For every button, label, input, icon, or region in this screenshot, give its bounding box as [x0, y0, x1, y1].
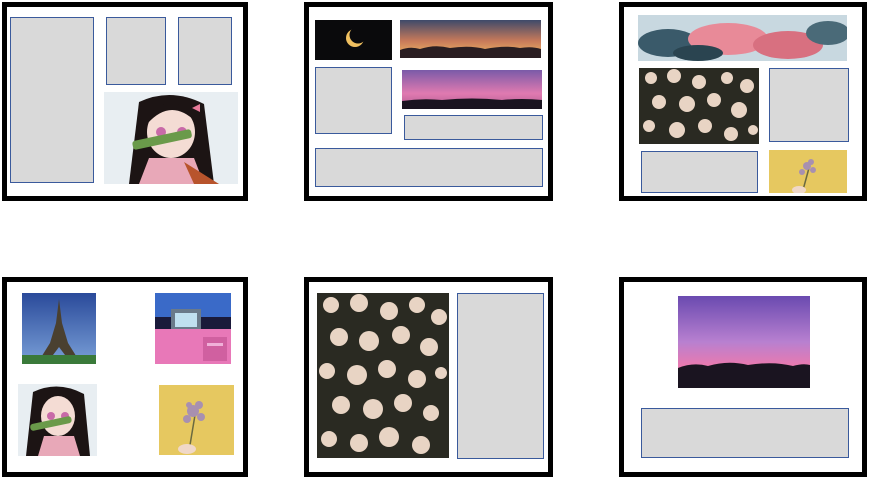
white-roses-image[interactable] [639, 68, 759, 144]
anime-girl-image[interactable] [104, 92, 238, 184]
empty-slot[interactable] [315, 67, 392, 134]
layout-5[interactable] [304, 277, 553, 477]
layout-2[interactable] [304, 2, 553, 201]
empty-slot[interactable] [10, 17, 94, 183]
empty-slot[interactable] [404, 115, 543, 140]
white-roses-image[interactable] [317, 293, 449, 458]
eiffel-tower-image[interactable] [22, 293, 96, 364]
lilac-sprig-image[interactable] [769, 150, 847, 193]
crescent-moon-image[interactable] [315, 20, 392, 60]
layout-6[interactable] [619, 277, 867, 477]
empty-slot[interactable] [178, 17, 232, 85]
retro-tv-image[interactable] [155, 293, 231, 364]
pink-sky-image[interactable] [402, 70, 542, 109]
pink-blossoms-image[interactable] [638, 15, 847, 61]
pink-sky-image[interactable] [678, 296, 810, 388]
empty-slot[interactable] [106, 17, 166, 85]
anime-girl-image[interactable] [18, 384, 97, 456]
lilac-sprig-image[interactable] [159, 385, 234, 455]
empty-slot[interactable] [641, 151, 758, 193]
layout-4[interactable] [2, 277, 248, 477]
sunset-treeline-image[interactable] [400, 20, 541, 58]
empty-slot[interactable] [769, 68, 849, 142]
empty-slot[interactable] [457, 293, 544, 459]
empty-slot[interactable] [315, 148, 543, 187]
layout-3[interactable] [619, 2, 867, 201]
layout-1[interactable] [2, 2, 248, 201]
empty-slot[interactable] [641, 408, 849, 458]
